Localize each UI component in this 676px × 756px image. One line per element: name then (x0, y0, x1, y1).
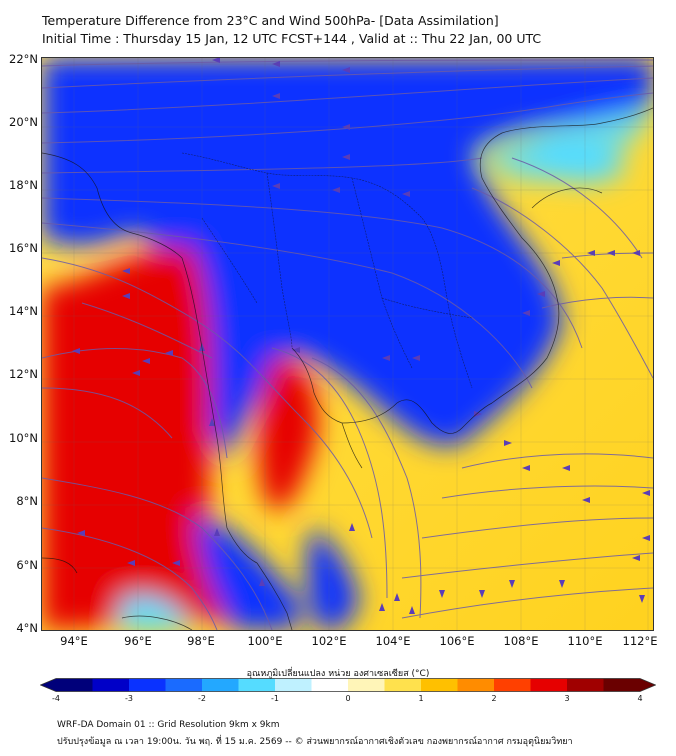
colorbar-cell (311, 678, 349, 692)
map-subtitle: Initial Time : Thursday 15 Jan, 12 UTC F… (42, 31, 542, 46)
colorbar-tick-label: -3 (125, 694, 133, 703)
streamlines (42, 59, 653, 630)
colorbar-tick-label: 3 (564, 694, 570, 703)
borders (181, 152, 473, 389)
warm-core-gulf (258, 358, 318, 510)
colorbar-cell (165, 678, 203, 692)
lon-label: 108°E (503, 634, 539, 648)
colorbar-cell (457, 678, 495, 692)
lon-label: 106°E (439, 634, 475, 648)
colorbar-extend-low (40, 678, 56, 692)
lon-label: 110°E (567, 634, 603, 648)
colorbar-cell (348, 678, 385, 692)
colorbar-tick-label: -1 (271, 694, 279, 703)
lon-label: 102°E (311, 634, 347, 648)
colorbar-cell (384, 678, 422, 692)
lat-label: 8°N (16, 494, 38, 508)
colorbar-cell (202, 678, 239, 692)
footer-update-credit: ปรับปรุงข้อมูล ณ เวลา 19:00น. วัน พฤ. ที… (57, 737, 573, 747)
lon-label: 96°E (124, 634, 152, 648)
wind-arrows (72, 58, 650, 614)
colorbar-cell (275, 678, 312, 692)
lon-label: 104°E (375, 634, 411, 648)
lon-label: 98°E (187, 634, 215, 648)
lon-label: 112°E (622, 634, 658, 648)
lat-label: 12°N (9, 367, 38, 381)
colorbar-cell (567, 678, 604, 692)
colorbar-tick-label: 0 (345, 694, 351, 703)
lat-label: 18°N (9, 178, 38, 192)
lat-label: 4°N (16, 621, 38, 635)
lat-label: 20°N (9, 115, 38, 129)
colorbar-cell (494, 678, 531, 692)
footer-model-info: WRF-DA Domain 01 :: Grid Resolution 9km … (57, 720, 280, 730)
colorbar-extend-high (640, 678, 656, 692)
lat-label: 22°N (9, 52, 38, 66)
colorbar-cell (603, 678, 641, 692)
lat-lon-grid (42, 58, 653, 630)
cold-strip-east (306, 528, 360, 630)
map-canvas (42, 58, 653, 630)
map-title: Temperature Difference from 23°C and Win… (42, 13, 499, 28)
colorbar (40, 678, 656, 692)
colorbar-cell (421, 678, 458, 692)
colorbar-tick-label: -2 (198, 694, 206, 703)
colorbar-tick-label: 2 (491, 694, 497, 703)
lat-label: 14°N (9, 304, 38, 318)
colorbar-tick-label: 1 (418, 694, 424, 703)
colorbar-tick-label: 4 (637, 694, 643, 703)
colorbar-cell (92, 678, 130, 692)
lon-label: 100°E (247, 634, 283, 648)
colorbar-tick-label: -4 (52, 694, 60, 703)
cold-strip-south (196, 513, 302, 630)
colorbar-cell (129, 678, 166, 692)
cool-blob-ne (532, 134, 627, 183)
colorbar-cell (56, 678, 93, 692)
lon-label: 94°E (60, 634, 88, 648)
lat-label: 16°N (9, 241, 38, 255)
colorbar-cell (530, 678, 568, 692)
map-panel (41, 57, 654, 631)
colorbar-title: อุณหภูมิเปลี่ยนแปลง หน่วย องศาเซลเซียส (… (246, 669, 430, 679)
lat-label: 10°N (9, 431, 38, 445)
colorbar-cell (238, 678, 276, 692)
coastlines (42, 107, 653, 630)
lat-label: 6°N (16, 558, 38, 572)
